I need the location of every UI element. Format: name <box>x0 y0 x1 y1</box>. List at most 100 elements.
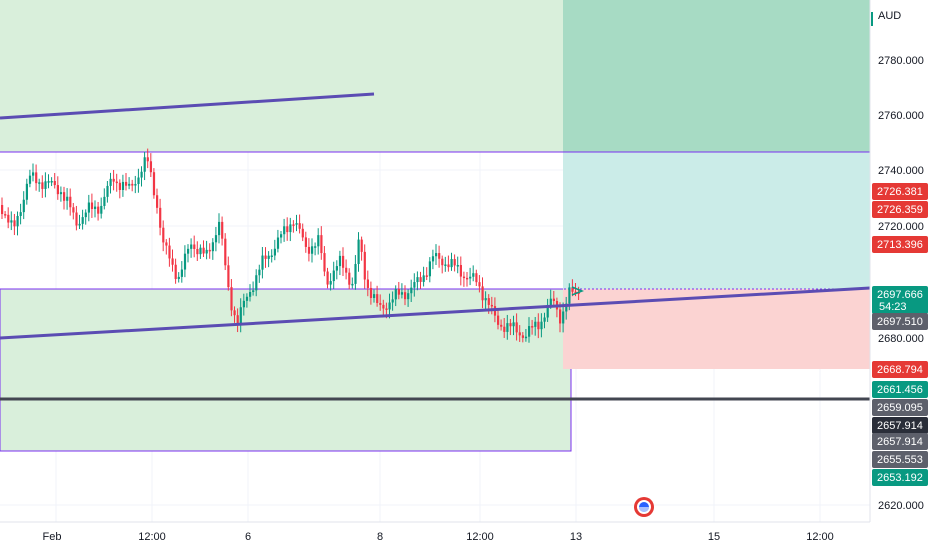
price-tag <box>872 236 928 253</box>
candle-body <box>156 195 159 208</box>
price-tag <box>872 381 928 398</box>
candle-body <box>165 242 168 246</box>
candle-body <box>369 287 373 298</box>
candle-body <box>187 248 190 254</box>
time-axis-ticks: Feb 12:00 6 8 12:00 13 15 12:00 <box>43 531 834 543</box>
price-tag-label: 2726.359 <box>877 204 923 216</box>
profit-zone[interactable] <box>563 152 870 289</box>
candle-body <box>521 335 524 338</box>
candle-body <box>131 183 134 186</box>
candle-body <box>534 321 537 327</box>
candle-body <box>478 282 481 287</box>
currency-label[interactable]: AUD <box>878 10 901 22</box>
candle-body <box>149 161 152 173</box>
price-tag <box>872 361 928 378</box>
candle-body <box>38 182 41 184</box>
candle-body <box>407 293 410 300</box>
candle-body <box>345 267 348 273</box>
candle-body <box>528 326 531 337</box>
candle-body <box>140 171 143 178</box>
price-tag-label: 2659.095 <box>877 402 923 414</box>
stop-zone[interactable] <box>563 289 870 369</box>
price-tag <box>872 417 928 434</box>
candle-body <box>286 226 289 233</box>
candle-body <box>227 265 230 288</box>
time-tick-label: 12:00 <box>806 531 834 543</box>
candle-body <box>338 255 342 267</box>
zone-lower[interactable] <box>0 288 572 452</box>
candle-body <box>500 324 503 327</box>
economic-event-icon[interactable] <box>634 497 654 517</box>
price-tag-label: 2657.914 <box>877 420 923 432</box>
candle-body <box>13 220 16 227</box>
trendline-lower[interactable] <box>0 286 871 340</box>
candle-body <box>94 206 97 209</box>
candle-body <box>425 275 428 277</box>
candle-body <box>388 302 391 310</box>
time-tick-label: Feb <box>43 531 62 543</box>
candle-body <box>1 205 4 215</box>
candle-body <box>335 266 338 271</box>
price-tag-label: 2657.914 <box>877 436 923 448</box>
candle-body <box>249 291 252 297</box>
candle-body <box>438 253 441 259</box>
candle-body <box>366 279 369 288</box>
candle-body <box>397 289 400 295</box>
candle-body <box>481 286 484 301</box>
candle-body <box>137 177 140 185</box>
candle-body <box>497 315 500 325</box>
candle-body <box>208 249 211 252</box>
candle-body <box>273 248 276 256</box>
candle-body <box>357 239 360 265</box>
candle-body <box>571 287 574 292</box>
candle-body <box>574 291 577 294</box>
candle-body <box>320 235 323 254</box>
candle-body <box>459 265 462 277</box>
candle-body <box>314 246 317 248</box>
candle-body <box>168 245 171 259</box>
price-tag <box>872 183 928 200</box>
candle-body <box>28 175 32 184</box>
candle-body <box>205 249 208 254</box>
candle-body <box>230 287 233 311</box>
arrow-right-icon <box>571 286 585 296</box>
trendline-upper[interactable] <box>0 92 375 120</box>
zone-upper[interactable] <box>0 0 563 152</box>
candle-body <box>177 276 180 279</box>
candle-body <box>190 244 193 249</box>
candle-body <box>422 275 425 282</box>
candle-body <box>472 273 475 277</box>
candle-body <box>255 275 258 291</box>
candle-body <box>376 294 379 304</box>
candle-body <box>16 215 19 227</box>
price-tag-label: 2653.192 <box>877 472 923 484</box>
target-zone[interactable] <box>563 0 870 152</box>
candle-body <box>236 315 239 324</box>
candle-body <box>416 277 419 283</box>
candle-body <box>7 214 10 223</box>
candle-body <box>540 321 543 330</box>
candle-body <box>66 196 69 201</box>
price-tag <box>872 286 928 314</box>
candle-body <box>354 264 357 284</box>
candle-body <box>323 253 326 272</box>
candle-body <box>143 157 146 172</box>
candle-body <box>25 183 28 200</box>
candle-body <box>78 223 81 226</box>
time-axis[interactable] <box>0 522 932 550</box>
candle-body <box>506 323 509 332</box>
candle-body <box>410 287 413 294</box>
candle-body <box>59 192 63 195</box>
candle-body <box>466 277 469 280</box>
time-tick-label: 6 <box>245 531 251 543</box>
candle-body <box>289 224 292 233</box>
candle-body <box>419 277 422 282</box>
candle-body <box>4 214 7 216</box>
candle-body <box>298 223 301 229</box>
candle-body <box>171 258 174 265</box>
candle-body <box>193 244 196 249</box>
time-tick-label: 12:00 <box>138 531 166 543</box>
candle-body <box>50 180 53 183</box>
candle-body <box>47 181 50 183</box>
